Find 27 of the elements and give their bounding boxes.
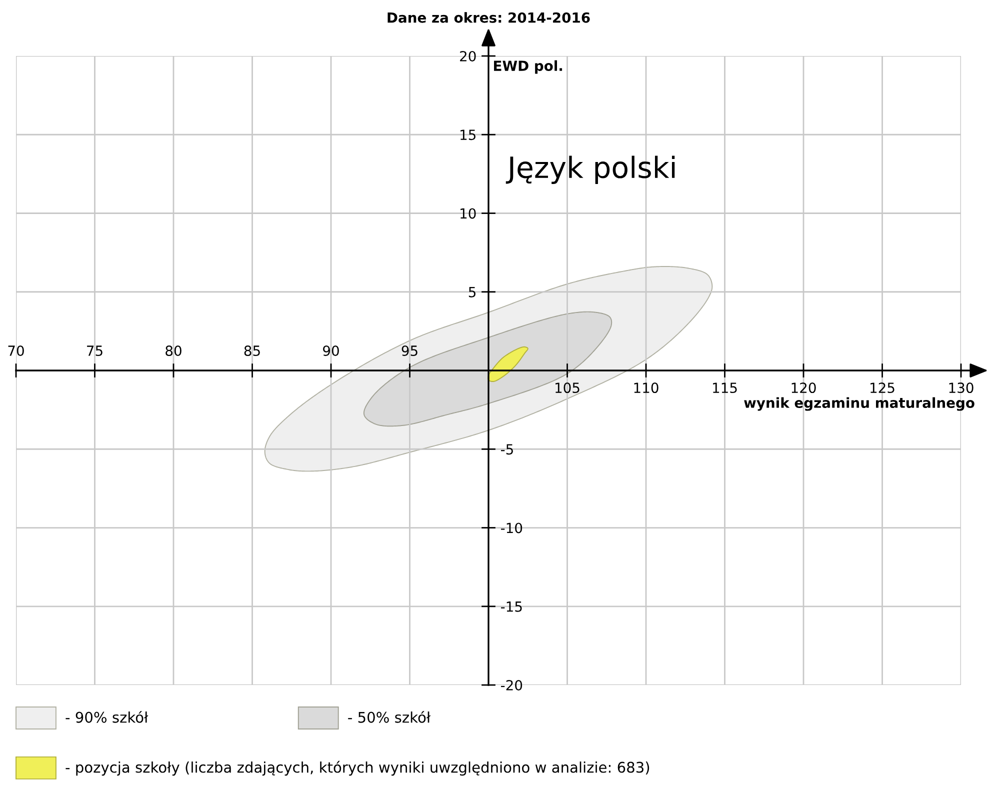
- x-tick-label: 125: [870, 382, 894, 394]
- y2-tick-label: -15: [500, 602, 522, 612]
- y-tick-label: 15: [460, 130, 476, 140]
- y2-tick-label: -20: [500, 680, 522, 690]
- legend-label: - pozycja szkoły (liczba zdających, których wyniki uwzględniono w analizie: 683): [66, 760, 650, 776]
- x-tick-label: 115: [713, 382, 737, 394]
- annotation: Język polski: [506, 156, 675, 184]
- x-axis-title: wynik egzaminu maturalnego: [744, 397, 974, 411]
- x-tick-label: 105: [556, 382, 580, 394]
- y2-axis-title: EWD pol.: [494, 60, 562, 74]
- x2-tick-label: 85: [244, 346, 260, 356]
- x-tick-label: 110: [634, 382, 658, 394]
- y-tick-label: 10: [460, 208, 476, 219]
- chart-title: Dane za okres: 2014-2016: [388, 12, 590, 23]
- y2-tick-label: -10: [500, 522, 522, 534]
- y-tick-label: 20: [460, 50, 476, 62]
- x2-tick-label: 90: [323, 346, 339, 356]
- x2-tick-label: 70: [8, 346, 24, 356]
- x2-tick-label: 95: [402, 346, 418, 356]
- x2-tick-label: 80: [166, 346, 182, 356]
- x-tick-label: 120: [792, 382, 816, 394]
- x-tick-label: 130: [949, 382, 974, 394]
- legend-label: - 50% szkół: [348, 710, 431, 723]
- legend-label: - 90% szkół: [66, 710, 148, 723]
- x2-tick-label: 75: [87, 346, 102, 356]
- y-tick-label: 5: [468, 287, 476, 298]
- y2-tick-label: -5: [500, 444, 513, 455]
